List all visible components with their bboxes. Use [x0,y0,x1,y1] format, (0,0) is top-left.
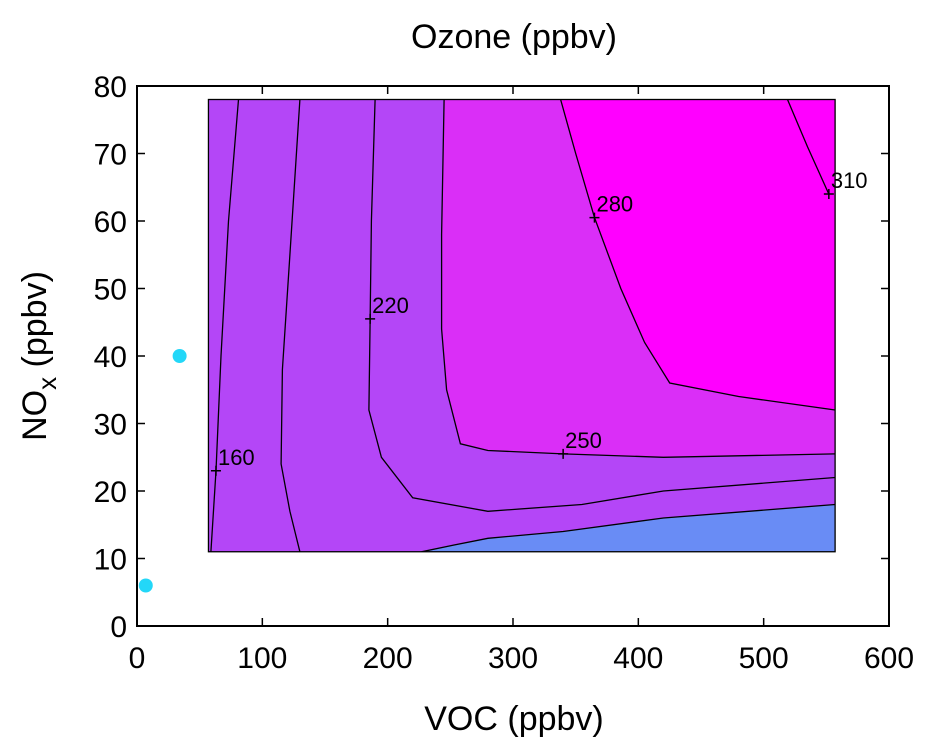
contour-label-marker [210,465,221,476]
contour-label-marker [823,189,834,199]
contour-line [280,99,301,552]
contour-line [368,99,836,512]
x-tick-label: 100 [237,642,287,675]
y-tick-label: 20 [94,476,127,509]
axis-ticks: 0 100 200 300 400 500 600 0 10 20 30 40 50 60 70 80 [94,71,914,675]
data-point-marker [172,349,187,363]
y-axis-label: NOx (ppbv) [16,271,62,441]
contour-line [786,99,830,195]
y-tick-label: 40 [94,341,127,374]
contour-line [440,99,836,458]
y-tick-label: 70 [94,139,127,172]
contour-label-marker [589,212,600,223]
x-axis-label: VOC (ppbv) [424,700,604,738]
y-axis-label-tail: (ppbv) [16,271,54,377]
y-tick-label: 10 [94,544,127,577]
chart-title: Ozone (ppbv) [411,18,617,56]
y-axis-label-subscript: x [32,377,62,390]
y-tick-label: 80 [94,71,127,104]
contour-label: 280 [596,192,633,217]
x-tick-label: 300 [488,642,538,675]
contour-label: 160 [218,445,255,470]
contour-lines [210,99,836,552]
contour-label-marker [558,448,569,459]
contour-line [421,503,836,552]
y-tick-label: 50 [94,274,127,307]
contour-line [210,99,240,552]
contour-label-marker [365,313,376,324]
contour-label: 220 [372,293,409,318]
contour-label: 250 [565,428,602,453]
x-tick-label: 400 [613,642,663,675]
contour-level-fill [560,99,836,410]
y-tick-label: 30 [94,409,127,442]
y-tick-label: 0 [110,611,127,644]
data-point-marker [138,578,153,593]
contour-fills [208,99,836,552]
contour-grid-border [207,98,836,553]
y-tick-label: 60 [94,206,127,239]
y-axis-label-main: NO [16,390,54,441]
x-tick-label: 500 [739,642,789,675]
plot-area: 160 220 280 310 250 [138,98,868,593]
contour-label: 310 [831,168,868,193]
x-tick-label: 0 [129,642,146,675]
x-tick-label: 200 [363,642,413,675]
x-tick-label: 600 [864,642,914,675]
contour-line [559,99,836,411]
